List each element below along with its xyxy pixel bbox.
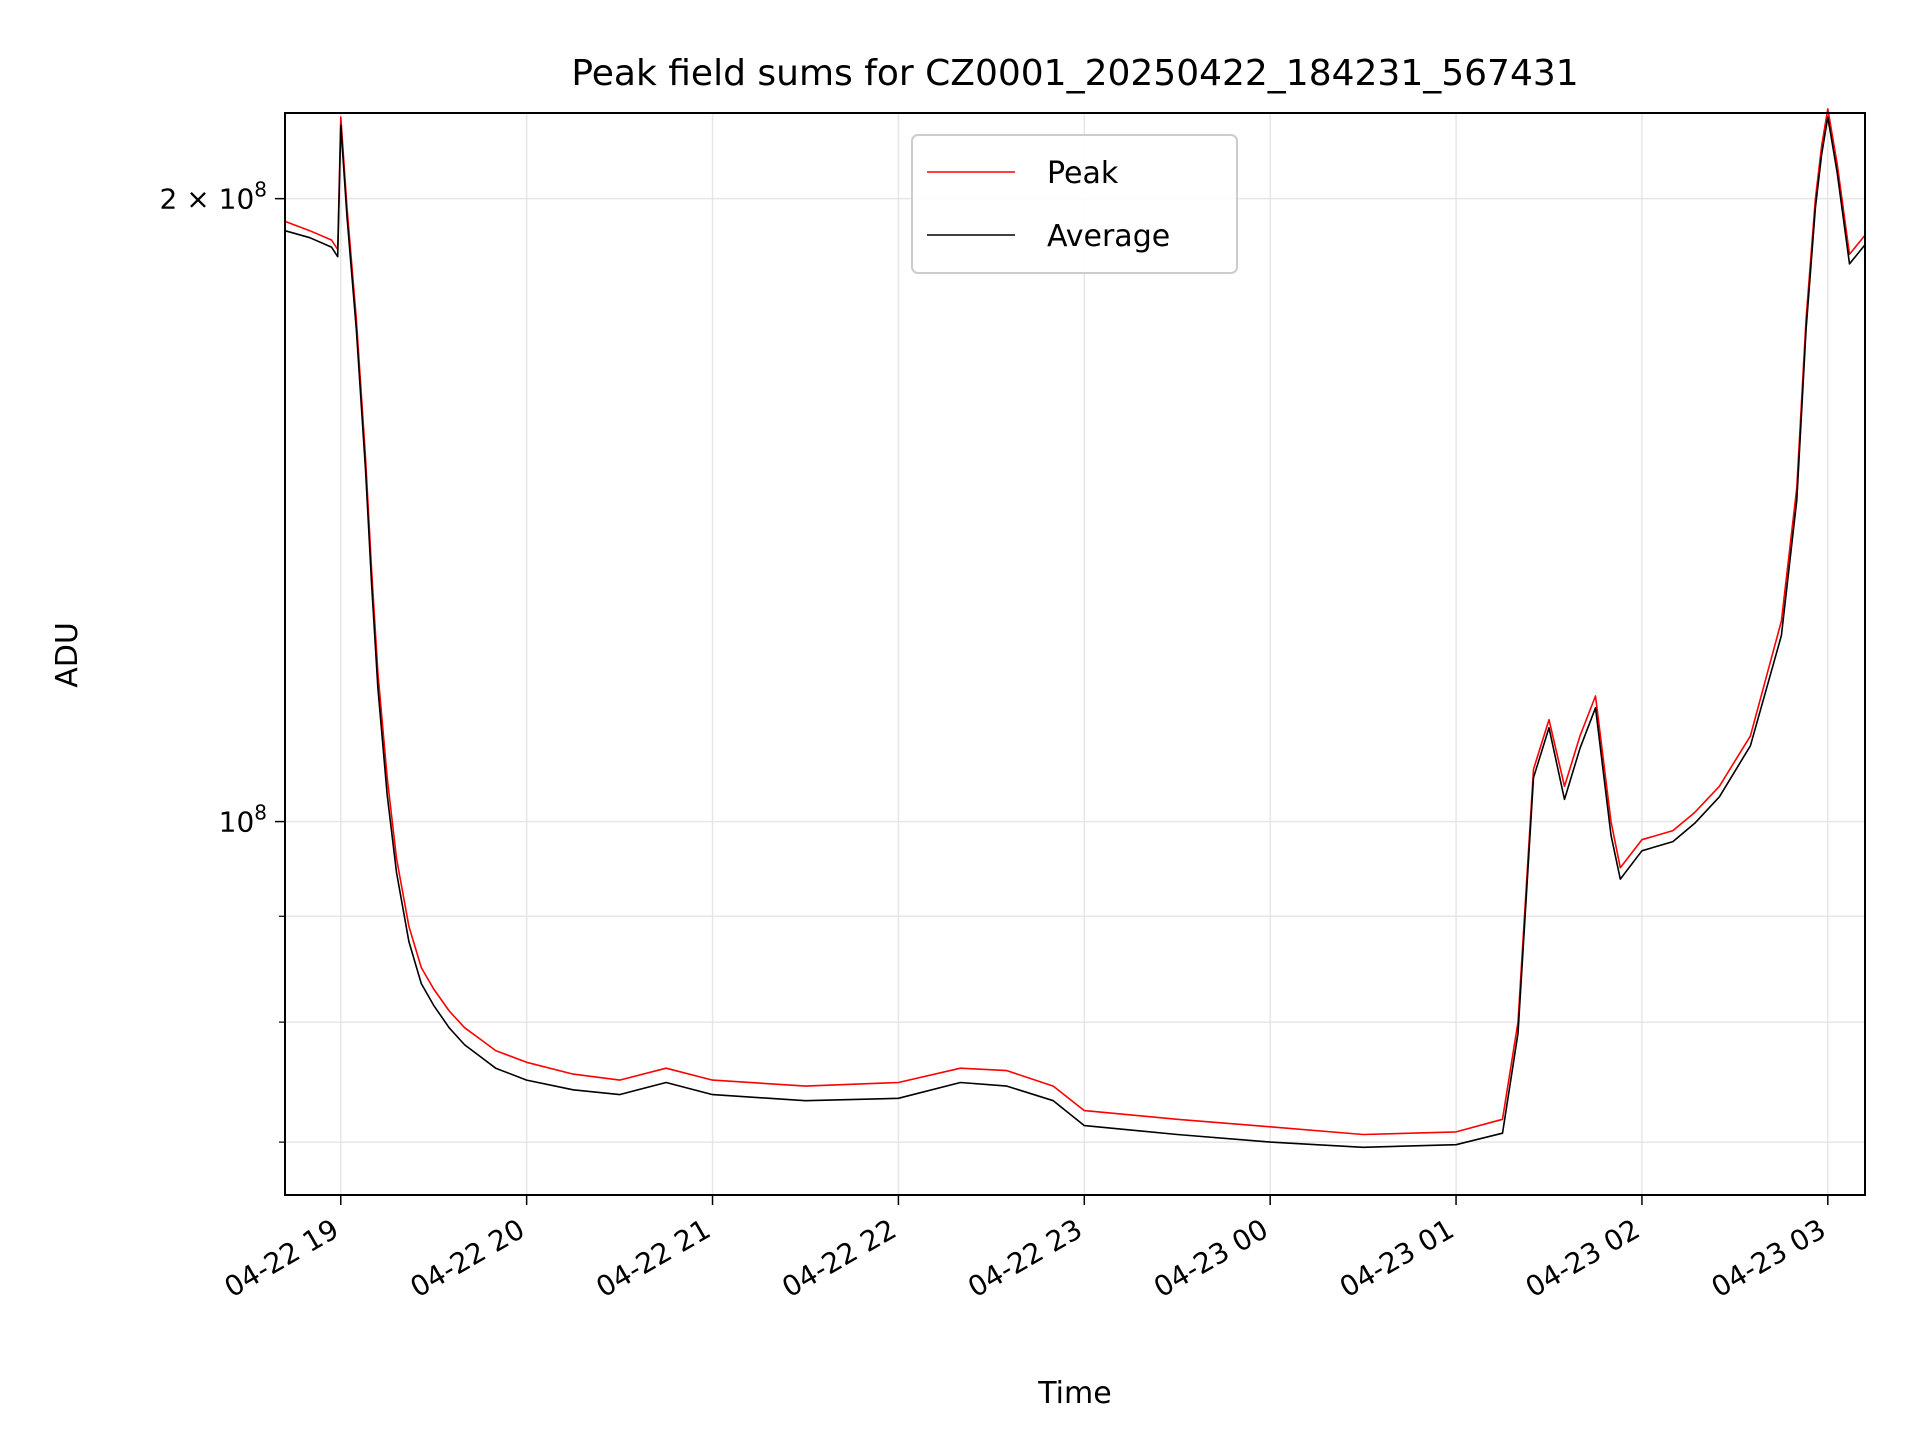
plot-frame <box>284 112 1866 1196</box>
series-lines <box>284 108 1866 1149</box>
chart-title: Peak field sums for CZ0001_20250422_1842… <box>571 53 1578 94</box>
y-tick-label: 2 × 108 <box>160 178 267 216</box>
legend-label-peak: Peak <box>1047 156 1119 191</box>
x-axis-label: Time <box>1037 1376 1111 1411</box>
legend-box <box>911 134 1238 274</box>
y-axis-ticks: 108 2 × 108 <box>160 178 285 1143</box>
y-tick-label: 108 <box>219 801 267 839</box>
legend: Peak Average <box>911 134 1238 274</box>
series-line-peak <box>284 108 1866 1136</box>
y-axis-label: ADU <box>50 622 85 688</box>
series-line-average <box>284 116 1866 1149</box>
legend-label-average: Average <box>1047 219 1170 254</box>
